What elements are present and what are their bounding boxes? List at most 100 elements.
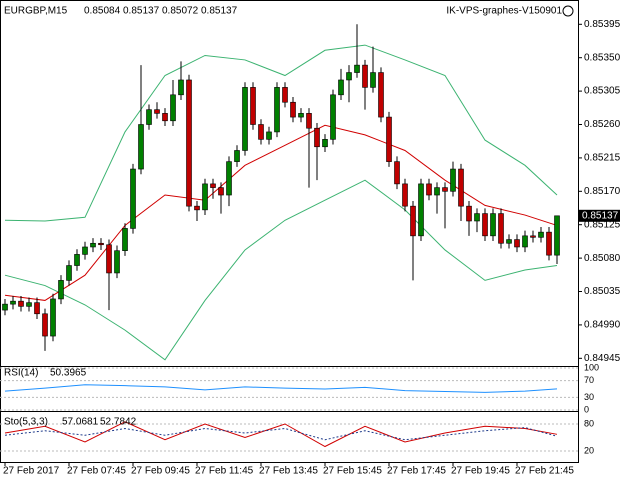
candle-body: [530, 235, 536, 238]
rsi-line: [4, 384, 558, 393]
price-label: 0.85137: [582, 210, 619, 221]
candle-body: [50, 298, 56, 337]
candle-body: [18, 300, 24, 307]
candle-body: [258, 124, 264, 140]
candle-body: [338, 79, 344, 96]
y-tick-label: 0.85305: [584, 86, 620, 97]
x-tick-label: 27 Feb 21:45: [515, 466, 574, 477]
y-tick-label: 0.85215: [584, 153, 620, 164]
stoch-main-value: 57.0681: [62, 417, 99, 428]
candle-body: [290, 101, 296, 118]
candle-body: [10, 300, 16, 305]
candle-body: [154, 109, 160, 114]
candle-body: [82, 246, 88, 255]
candle-body: [202, 183, 208, 211]
candle-body: [178, 79, 184, 96]
bollinger-lower: [4, 179, 558, 361]
candle-body: [410, 205, 416, 237]
rsi-tick-label: 70: [584, 375, 594, 385]
stoch-signal: [4, 427, 558, 441]
candle-body: [2, 303, 8, 311]
candle-body: [386, 116, 392, 162]
candle-body: [122, 228, 128, 251]
candle-body: [282, 87, 288, 103]
candle-body: [34, 302, 40, 315]
candle-body: [26, 302, 32, 307]
price-box: [579, 209, 620, 222]
candle-body: [194, 205, 200, 211]
rsi-tick-label: 30: [584, 392, 594, 402]
candle-body: [546, 231, 552, 256]
x-tick-label: 27 Feb 13:45: [259, 466, 318, 477]
candle-body: [322, 139, 328, 148]
stoch-tick-label: 80: [584, 418, 594, 428]
candle-body: [450, 168, 456, 192]
candle-body: [378, 72, 384, 118]
candle-body: [298, 113, 304, 118]
candle-body: [498, 213, 504, 244]
candle-body: [490, 213, 496, 237]
candle-body: [434, 187, 440, 196]
candle-body: [554, 215, 560, 256]
last-high: 0.85137: [123, 6, 160, 17]
y-tick-label: 0.85260: [584, 119, 620, 130]
candle-body: [114, 250, 120, 274]
y-tick-label: 0.85125: [584, 219, 620, 230]
y-tick-label: 0.85350: [584, 52, 620, 63]
candle-body: [442, 187, 448, 192]
x-tick-label: 27 Feb 15:45: [323, 466, 382, 477]
candle-body: [274, 87, 280, 133]
rsi-label: RSI(14): [4, 368, 38, 379]
candle-body: [58, 280, 64, 300]
candle-body: [474, 213, 480, 222]
bollinger-upper: [4, 44, 558, 222]
candle-body: [242, 87, 248, 151]
candle-body: [330, 94, 336, 140]
candle-body: [362, 64, 368, 88]
candle-body: [354, 64, 360, 73]
last-close: 0.85137: [201, 6, 238, 17]
candle-body: [266, 131, 272, 140]
candle-body: [370, 72, 376, 88]
candle-body: [210, 183, 216, 188]
x-tick-label: 27 Feb 11:45: [195, 466, 254, 477]
stoch-label: Sto(5,3,3): [4, 417, 48, 428]
frame: [0, 0, 579, 463]
last-low: 0.85072: [162, 6, 199, 17]
y-tick-label: 0.85395: [584, 19, 620, 30]
stoch-main: [4, 421, 558, 448]
candle-body: [146, 109, 152, 125]
candle-body: [98, 242, 104, 246]
candle-body: [458, 168, 464, 207]
stoch-tick-label: 20: [584, 445, 594, 455]
candle-body: [226, 161, 232, 196]
candle-body: [538, 231, 544, 238]
candle-body: [106, 244, 112, 274]
x-tick-label: 27 Feb 17:45: [387, 466, 446, 477]
candle-body: [522, 235, 528, 248]
y-tick-label: 0.85170: [584, 186, 620, 197]
rsi-tick-label: 0: [584, 404, 589, 414]
rsi-value: 50.3965: [50, 368, 87, 379]
candle-body: [234, 150, 240, 162]
candle-body: [514, 239, 520, 248]
candle-body: [66, 265, 72, 281]
candle-body: [90, 242, 96, 248]
x-tick-label: 27 Feb 2017: [3, 466, 60, 477]
stoch-signal-value: 52.7842: [100, 417, 137, 428]
candle-body: [130, 168, 136, 229]
candle-body: [250, 87, 256, 125]
candle-body: [218, 187, 224, 196]
candle-body: [506, 239, 512, 244]
server-name: IK-VPS-graphes-V150901: [446, 6, 562, 17]
candle-body: [306, 113, 312, 129]
x-tick-label: 27 Feb 09:45: [131, 466, 190, 477]
symbol: EURGBP,M15: [4, 6, 68, 17]
candle-body: [346, 72, 352, 81]
candle-body: [426, 183, 432, 196]
candle-body: [170, 94, 176, 122]
last-open: 0.85084: [84, 6, 121, 17]
candle-body: [162, 113, 168, 122]
y-tick-label: 0.84990: [584, 320, 620, 331]
